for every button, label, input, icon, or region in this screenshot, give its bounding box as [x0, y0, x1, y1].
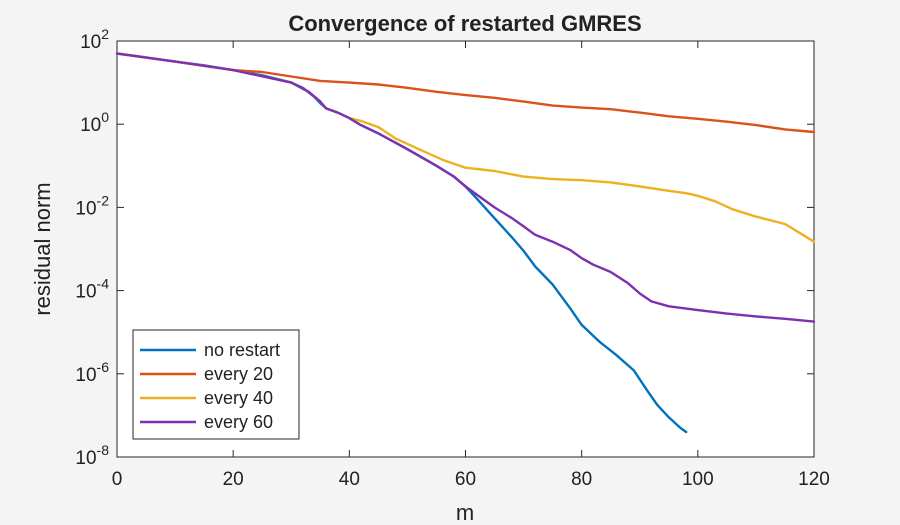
x-tick-label: 80	[571, 469, 592, 490]
series-line-4	[115, 52, 816, 323]
y-tick-label: 10-6	[75, 359, 109, 386]
y-tick-base: 10	[75, 282, 96, 303]
series-lines	[115, 52, 816, 434]
chart-title: Convergence of restarted GMRES	[288, 11, 641, 36]
y-tick-base: 10	[80, 32, 101, 53]
y-tick-exponent: -4	[97, 276, 110, 292]
y-tick-label: 10-2	[75, 192, 109, 219]
legend-entry-label: every 60	[204, 412, 273, 432]
legend-entry-label: no restart	[204, 340, 280, 360]
y-tick-base: 10	[75, 198, 96, 219]
y-axis-label: residual norm	[30, 182, 55, 315]
y-tick-exponent: -2	[97, 192, 110, 208]
y-tick-base: 10	[75, 365, 96, 386]
legend-entry-label: every 40	[204, 388, 273, 408]
y-tick-exponent: 2	[101, 26, 109, 42]
y-tick-exponent: -6	[97, 359, 110, 375]
y-tick-exponent: -8	[97, 442, 110, 458]
legend-entry-label: every 20	[204, 364, 273, 384]
y-tick-label: 10-8	[75, 442, 109, 469]
x-tick-label: 120	[798, 469, 830, 490]
x-tick-label: 0	[112, 469, 123, 490]
y-tick-label: 10-4	[75, 276, 109, 303]
y-tick-base: 10	[75, 448, 96, 469]
x-tick-label: 40	[339, 469, 360, 490]
y-tick-base: 10	[80, 115, 101, 136]
y-tick-label: 102	[80, 26, 109, 53]
series-line-2	[115, 52, 816, 134]
x-axis: 0 20 40 60 80 100 120	[112, 41, 830, 490]
legend: no restart every 20 every 40 every 60	[132, 329, 300, 440]
x-tick-label: 60	[455, 469, 476, 490]
x-tick-label: 20	[223, 469, 244, 490]
y-tick-exponent: 0	[101, 109, 109, 125]
x-tick-label: 100	[682, 469, 714, 490]
x-axis-label: m	[456, 500, 474, 525]
y-tick-label: 100	[80, 109, 109, 136]
